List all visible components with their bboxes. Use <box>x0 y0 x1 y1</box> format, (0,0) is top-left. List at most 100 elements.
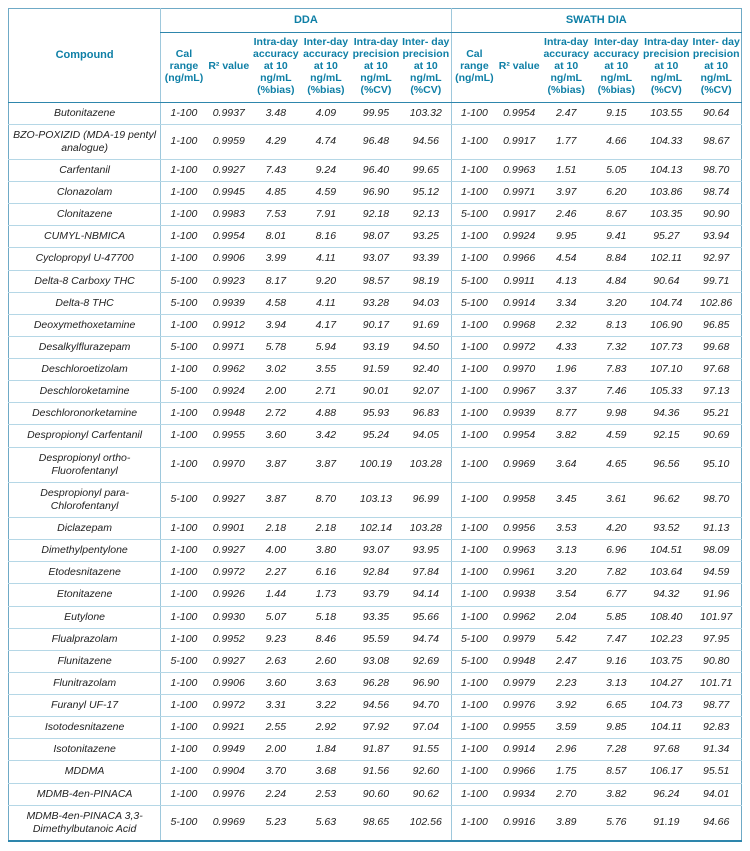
swath-cal-range-header: Cal range (ng/mL) <box>450 32 498 103</box>
dda-interday-precision-value: 92.07 <box>400 380 452 404</box>
dda-cal-range-value: 1-100 <box>160 124 207 160</box>
dda-intraday-accuracy-value: 2.24 <box>250 783 301 806</box>
dda-r2-value: 0.9948 <box>206 402 251 426</box>
dda-intraday-precision-value: 96.48 <box>350 124 401 160</box>
dda-r2-value: 0.9927 <box>206 159 251 183</box>
table-body: Butonitazene 1-100 0.9937 3.48 4.09 99.9… <box>8 102 742 841</box>
swath-intraday-precision-value: 104.73 <box>641 694 692 718</box>
dda-interday-accuracy-value: 3.87 <box>300 447 351 483</box>
dda-r2-value: 0.9924 <box>206 380 251 404</box>
table-row: Etodesnitazene 1-100 0.9972 2.27 6.16 92… <box>8 561 742 585</box>
swath-intraday-accuracy-value: 4.13 <box>541 270 592 293</box>
swath-interday-precision-value: 94.01 <box>691 783 742 806</box>
dda-cal-range-value: 5-100 <box>160 380 207 404</box>
dda-interday-accuracy-value: 3.55 <box>300 358 351 382</box>
swath-interday-accuracy-header: Inter-day accuracy at 10 ng/mL (%bias) <box>591 32 642 103</box>
dda-intraday-accuracy-value: 2.27 <box>250 561 301 585</box>
swath-intraday-precision-value: 103.75 <box>641 650 692 673</box>
dda-cal-range-value: 1-100 <box>160 402 207 426</box>
compound-name: Etonitazene <box>8 583 161 607</box>
dda-intraday-precision-value: 96.90 <box>350 181 401 205</box>
swath-intraday-accuracy-value: 8.77 <box>541 402 592 426</box>
dda-cal-range-value: 1-100 <box>160 314 207 337</box>
dda-r2-value: 0.9926 <box>206 583 251 607</box>
compound-name: Flunitrazolam <box>8 672 161 696</box>
swath-interday-accuracy-value: 9.16 <box>591 650 642 673</box>
dda-intraday-precision-value: 94.56 <box>350 694 401 718</box>
swath-intraday-accuracy-value: 4.33 <box>541 336 592 360</box>
swath-r2-value: 0.9939 <box>497 402 542 426</box>
table-row: Isotonitazene 1-100 0.9949 2.00 1.84 91.… <box>8 738 742 762</box>
dda-intraday-precision-value: 97.92 <box>350 716 401 740</box>
dda-cal-range-value: 1-100 <box>160 539 207 563</box>
dda-intraday-accuracy-value: 5.07 <box>250 606 301 629</box>
dda-intraday-precision-value: 92.84 <box>350 561 401 585</box>
compound-name: MDMB-4en-PINACA 3,3-Dimethylbutanoic Aci… <box>8 805 161 841</box>
swath-cal-range-value: 5-100 <box>450 292 498 315</box>
dda-cal-range-value: 1-100 <box>160 738 207 762</box>
swath-interday-accuracy-value: 4.20 <box>591 517 642 541</box>
swath-cal-range-value: 1-100 <box>450 380 498 404</box>
swath-interday-accuracy-value: 4.84 <box>591 270 642 293</box>
swath-interday-accuracy-value: 4.65 <box>591 447 642 483</box>
swath-intraday-precision-value: 107.10 <box>641 358 692 382</box>
dda-intraday-precision-value: 95.59 <box>350 628 401 651</box>
dda-intraday-accuracy-value: 2.00 <box>250 380 301 404</box>
dda-r2-value: 0.9923 <box>206 270 251 293</box>
swath-intraday-precision-value: 93.52 <box>641 517 692 541</box>
dda-intraday-precision-value: 90.01 <box>350 380 401 404</box>
dda-interday-precision-value: 96.99 <box>400 482 452 519</box>
dda-interday-accuracy-value: 3.63 <box>300 672 351 696</box>
swath-cal-range-value: 1-100 <box>450 716 498 740</box>
swath-r2-value: 0.9970 <box>497 358 542 382</box>
swath-intraday-precision-value: 103.64 <box>641 561 692 585</box>
swath-interday-precision-value: 98.67 <box>691 124 742 160</box>
dda-intraday-precision-value: 93.79 <box>350 583 401 607</box>
dda-interday-precision-value: 103.28 <box>400 447 452 483</box>
swath-intraday-accuracy-value: 9.95 <box>541 225 592 249</box>
swath-r2-value: 0.9954 <box>497 424 542 448</box>
compound-name: Dimethylpentylone <box>8 539 161 563</box>
swath-interday-accuracy-value: 7.82 <box>591 561 642 585</box>
swath-cal-range-value: 1-100 <box>450 225 498 249</box>
dda-intraday-accuracy-value: 4.29 <box>250 124 301 160</box>
swath-intraday-precision-value: 102.23 <box>641 628 692 651</box>
dda-interday-accuracy-value: 2.71 <box>300 380 351 404</box>
swath-interday-precision-value: 92.97 <box>691 247 742 271</box>
dda-interday-precision-value: 90.62 <box>400 783 452 806</box>
swath-interday-precision-value: 101.71 <box>691 672 742 696</box>
dda-interday-accuracy-value: 9.24 <box>300 159 351 183</box>
swath-cal-range-value: 1-100 <box>450 314 498 337</box>
table-row: Isotodesnitazene 1-100 0.9921 2.55 2.92 … <box>8 716 742 740</box>
swath-intraday-precision-value: 103.35 <box>641 203 692 227</box>
swath-intraday-precision-value: 104.13 <box>641 159 692 183</box>
compound-name: Delta-8 Carboxy THC <box>8 270 161 293</box>
swath-interday-precision-value: 99.71 <box>691 270 742 293</box>
swath-interday-precision-value: 94.59 <box>691 561 742 585</box>
dda-intraday-accuracy-value: 8.17 <box>250 270 301 293</box>
dda-cal-range-value: 1-100 <box>160 583 207 607</box>
table-row: CUMYL-NBMICA 1-100 0.9954 8.01 8.16 98.0… <box>8 225 742 249</box>
dda-intraday-precision-value: 93.19 <box>350 336 401 360</box>
dda-r2-value: 0.9954 <box>206 225 251 249</box>
compound-name: MDMB-4en-PINACA <box>8 783 161 806</box>
dda-intraday-accuracy-value: 3.60 <box>250 424 301 448</box>
dda-intraday-accuracy-header: Intra-day accuracy at 10 ng/mL (%bias) <box>250 32 301 103</box>
dda-r2-value: 0.9921 <box>206 716 251 740</box>
dda-intraday-precision-value: 93.35 <box>350 606 401 629</box>
swath-interday-precision-value: 96.85 <box>691 314 742 337</box>
swath-interday-precision-value: 90.80 <box>691 650 742 673</box>
swath-cal-range-value: 1-100 <box>450 738 498 762</box>
swath-intraday-accuracy-value: 2.47 <box>541 650 592 673</box>
swath-interday-precision-header: Inter- day precision at 10 ng/mL (%CV) <box>691 32 742 103</box>
swath-intraday-accuracy-value: 3.97 <box>541 181 592 205</box>
validation-table: Compound DDA SWATH DIA Cal range (ng/mL)… <box>8 8 742 842</box>
dda-intraday-accuracy-value: 2.72 <box>250 402 301 426</box>
compound-name: Deoxymethoxetamine <box>8 314 161 337</box>
swath-r2-value: 0.9958 <box>497 482 542 519</box>
dda-interday-accuracy-value: 1.73 <box>300 583 351 607</box>
swath-intraday-accuracy-value: 2.23 <box>541 672 592 696</box>
dda-cal-range-value: 1-100 <box>160 447 207 483</box>
swath-intraday-accuracy-value: 3.82 <box>541 424 592 448</box>
